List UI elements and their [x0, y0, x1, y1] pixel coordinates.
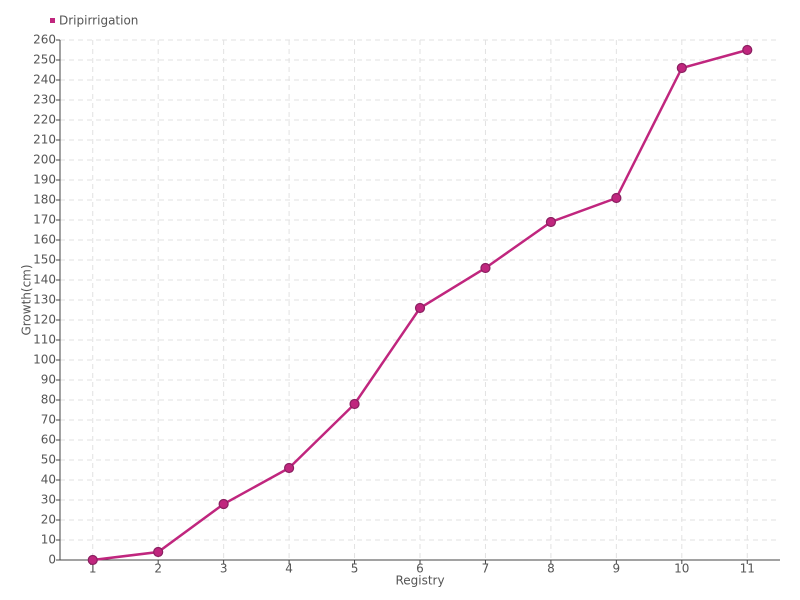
y-tick-label: 240: [33, 73, 56, 87]
point: [153, 546, 164, 558]
x-axis-label: Registry: [395, 574, 444, 588]
point: [87, 554, 98, 566]
x-tick-label: 11: [740, 562, 755, 576]
x-tick-label: 5: [351, 562, 359, 576]
y-tick-label: 190: [33, 173, 56, 187]
x-tick-label: 6: [416, 562, 424, 576]
y-tick-label: 90: [41, 373, 56, 387]
x-tick-label: 7: [482, 562, 490, 576]
x-tick-label: 3: [220, 562, 228, 576]
y-tick-label: 50: [41, 453, 56, 467]
point: [283, 462, 295, 474]
x-tick-label: 1: [89, 562, 97, 576]
point: [480, 262, 491, 274]
y-tick-label: 160: [33, 233, 56, 247]
y-tick-label: 140: [33, 273, 56, 287]
y-tick-label: 20: [41, 513, 56, 527]
y-tick-label: 100: [33, 353, 56, 367]
x-tick-label: 9: [613, 562, 621, 576]
y-axis-label: Growth(cm): [20, 264, 34, 335]
y-tick-label: 210: [33, 133, 56, 147]
y-tick-label: 250: [33, 53, 56, 67]
y-tick-label: 260: [33, 33, 56, 47]
x-tick-label: 4: [285, 562, 293, 576]
y-tick-label: 30: [41, 493, 56, 507]
y-tick-label: 130: [33, 293, 56, 307]
y-tick-label: 110: [33, 333, 56, 347]
y-tick-label: 10: [41, 533, 56, 547]
point: [742, 44, 753, 56]
y-tick-label: 120: [33, 313, 56, 327]
point: [611, 192, 622, 204]
point: [218, 498, 229, 510]
point: [545, 216, 557, 228]
y-tick-label: 200: [33, 153, 56, 167]
y-tick-label: 230: [33, 93, 56, 107]
point: [414, 302, 426, 314]
y-tick-label: 40: [41, 473, 56, 487]
y-tick-label: 60: [41, 433, 56, 447]
legend-label: Dripirrigation: [59, 14, 138, 28]
x-tick-label: 2: [154, 562, 162, 576]
y-tick-label: 170: [33, 213, 56, 227]
point: [349, 398, 360, 410]
x-tick-label: 10: [674, 562, 689, 576]
y-tick-label: 150: [33, 253, 56, 267]
x-tick-label: 8: [547, 562, 555, 576]
y-tick-label: 70: [41, 413, 56, 427]
y-tick-label: 220: [33, 113, 56, 127]
y-tick-label: 80: [41, 393, 56, 407]
legend-swatch: [50, 18, 55, 23]
y-tick-label: 180: [33, 193, 56, 207]
y-tick-label: 0: [48, 553, 56, 567]
point: [676, 62, 687, 74]
